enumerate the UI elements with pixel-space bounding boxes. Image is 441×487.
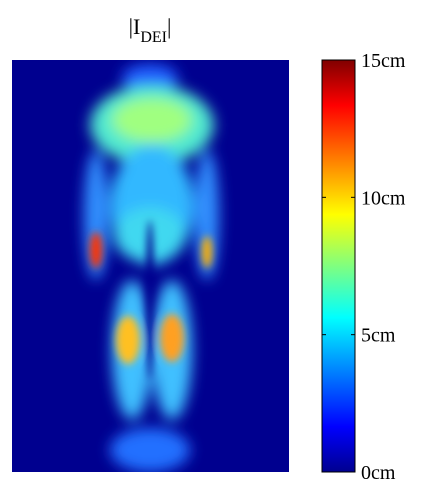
title-main: |I: [129, 14, 141, 39]
colorbar-tick-label: 5cm: [361, 325, 396, 347]
colorbar-tick-label: 10cm: [361, 187, 406, 209]
hot-spots: [90, 220, 212, 380]
title-end: |: [167, 14, 171, 39]
colorbar-tick-label: 0cm: [361, 462, 396, 484]
chart-title: |IDEI|: [129, 14, 172, 46]
heatmap-image: [12, 60, 289, 472]
colorbar-tick-label: 15cm: [361, 50, 406, 72]
title-subscript: DEI: [140, 29, 167, 46]
colorbar: [321, 59, 356, 473]
